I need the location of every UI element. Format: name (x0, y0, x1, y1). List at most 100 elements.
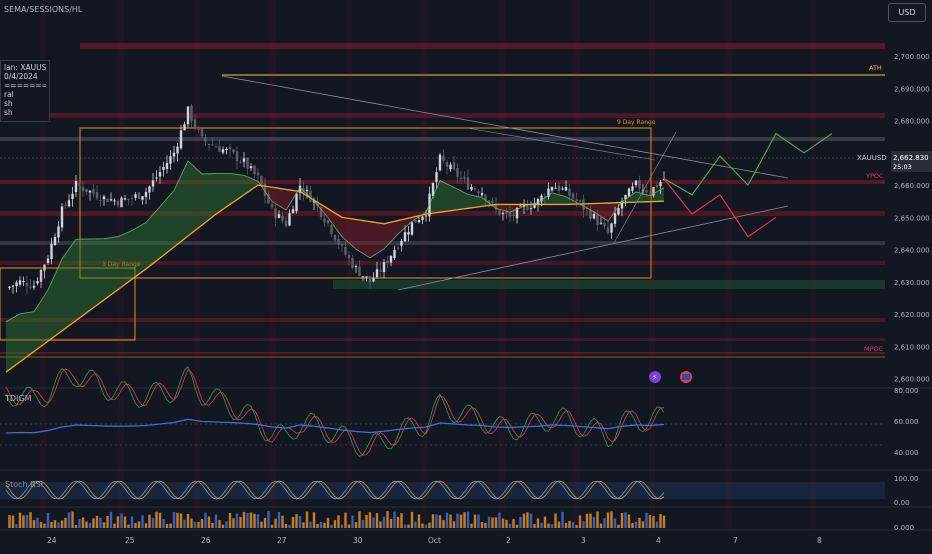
volume-bar (410, 511, 414, 528)
cloud-segment (660, 187, 664, 202)
volume-bar (109, 511, 113, 528)
resistance-zone (80, 43, 885, 49)
cloud-segment (615, 202, 619, 212)
cloud-segment (468, 194, 472, 209)
volume-bar (589, 513, 592, 528)
candle-body (522, 204, 526, 207)
candle-body (613, 213, 617, 224)
cloud-segment (324, 206, 328, 218)
volume-pane (8, 511, 666, 528)
volume-bar (330, 524, 333, 528)
volume-bar (547, 523, 550, 528)
price-axis-label: 2,680.000 (894, 118, 930, 126)
volume-bar (106, 515, 109, 528)
indicator-title[interactable]: SEMA/SESSIONS/HL (4, 5, 83, 14)
price-axis-label: 2,690.000 (894, 85, 930, 93)
cloud-segment (282, 188, 286, 211)
candle-body (501, 212, 505, 215)
candle-body (246, 158, 249, 169)
candle-body (375, 269, 379, 278)
cloud-segment (65, 249, 69, 329)
stoch-d-line (5, 480, 665, 500)
cloud-segment (636, 191, 640, 203)
stoch-title[interactable]: Stoch RSI (5, 480, 44, 489)
level-band (0, 261, 885, 265)
time-axis-label: 26 (201, 536, 211, 545)
candle-body (589, 209, 592, 219)
cloud-segment (506, 204, 510, 213)
volume-bar (396, 516, 400, 528)
cloud-segment (240, 174, 244, 198)
cloud-segment (643, 193, 647, 202)
candle-body (130, 197, 134, 199)
cloud-segment (604, 203, 608, 222)
cloud-segment (146, 218, 150, 269)
candle-body (582, 199, 585, 210)
volume-bar (470, 523, 473, 528)
volume-bar (53, 520, 57, 528)
tdigm-title[interactable]: TDIGM (5, 394, 32, 403)
candle-body (505, 210, 508, 214)
volume-bar (295, 514, 298, 528)
stoch-band (0, 482, 885, 499)
volume-bar (288, 524, 291, 528)
time-axis[interactable]: 24 25 26 27 30 Oct 2 3 4 7 8 (40, 0, 822, 545)
volume-bar (85, 521, 88, 528)
volume-bar (431, 514, 435, 528)
cloud-segment (380, 223, 384, 252)
candle-body (526, 206, 529, 210)
candle-body (361, 276, 365, 278)
volume-bar (32, 520, 36, 528)
candle-body (547, 188, 550, 197)
candle-body (120, 197, 123, 208)
inner-trendline (466, 127, 656, 161)
cloud-segment (135, 226, 139, 277)
price-axis-label: 2,600.000 (894, 376, 930, 384)
time-axis-label: 24 (47, 536, 57, 545)
candle-body (316, 201, 319, 206)
cloud-segment (55, 266, 59, 336)
volume-bar (228, 512, 232, 528)
candle-body (652, 187, 655, 196)
candle-body (410, 222, 414, 235)
volume-bar (473, 514, 477, 528)
candle-body (260, 176, 263, 186)
volume-bar (505, 519, 508, 528)
candle-body (197, 128, 200, 130)
candle-body (8, 286, 11, 288)
volume-bar (43, 523, 46, 528)
currency-button[interactable]: USD (888, 3, 926, 22)
cloud-segment (352, 218, 356, 250)
candle-body (347, 255, 351, 259)
price-axis[interactable]: 2,700.0002,690.0002,680.0002,670.0002,66… (894, 53, 930, 383)
candle-body (519, 205, 522, 207)
candle-body (183, 124, 186, 131)
volume-bar (39, 521, 43, 528)
cloud-segment (191, 164, 195, 234)
volume-bar (148, 514, 151, 528)
cloud-segment (93, 238, 97, 308)
candle-body (25, 283, 29, 287)
candle-body (232, 149, 235, 153)
cloud-segment (226, 173, 230, 207)
volume-bar (211, 523, 214, 528)
candle-body (239, 161, 242, 163)
volume-bar (57, 522, 60, 528)
cloud-segment (37, 300, 41, 349)
flash-event-icon[interactable] (649, 371, 661, 383)
session-stripe (40, 0, 46, 530)
cloud-segment (440, 180, 444, 213)
cloud-segment (72, 239, 76, 324)
volume-bar (74, 524, 78, 528)
volume-bar (529, 513, 533, 528)
candle-body (116, 201, 120, 206)
session-stripe (118, 0, 124, 530)
volume-bar (253, 513, 256, 528)
candle-body (22, 280, 25, 282)
volume-bar (421, 523, 424, 528)
volume-bar (624, 512, 627, 528)
cloud-segment (30, 311, 34, 355)
cloud-segment (86, 239, 90, 313)
